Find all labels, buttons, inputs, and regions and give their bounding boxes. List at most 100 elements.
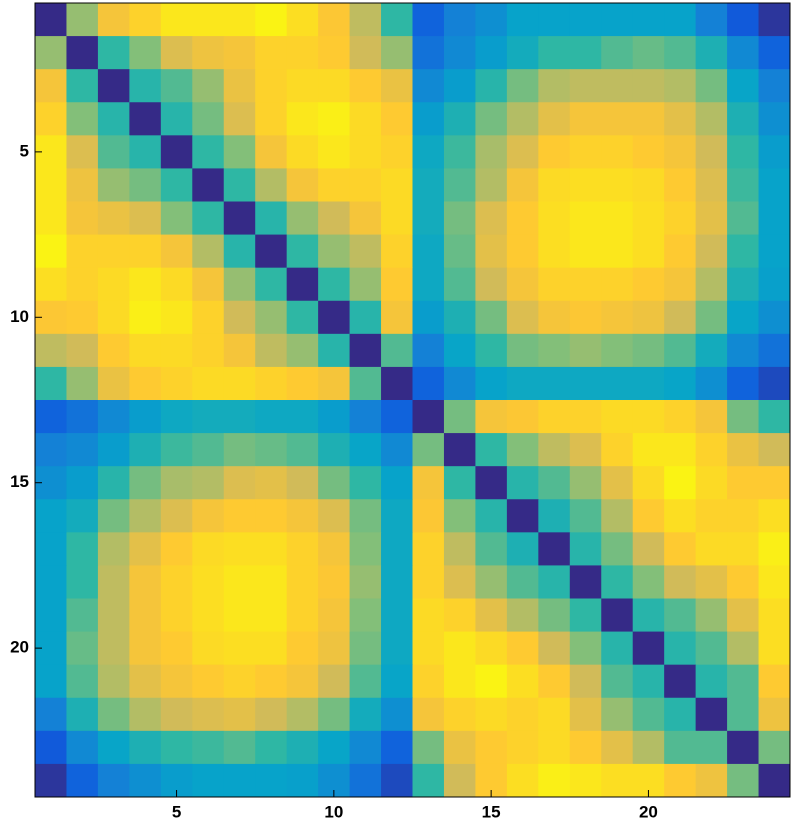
cell: [412, 664, 445, 699]
cell: [97, 664, 130, 699]
cell: [192, 135, 225, 169]
cell: [601, 267, 634, 302]
cell: [318, 201, 351, 236]
cell: [538, 333, 571, 368]
cell: [569, 400, 602, 434]
cell: [601, 664, 634, 699]
cell: [506, 664, 539, 699]
cell: [506, 267, 539, 302]
cell: [727, 433, 760, 467]
cell: [475, 466, 508, 500]
cell: [758, 3, 791, 37]
cell: [538, 565, 571, 599]
cell: [601, 466, 634, 500]
cell: [223, 366, 256, 401]
cell: [286, 234, 319, 269]
cell: [475, 168, 508, 202]
cell: [727, 466, 760, 500]
cell: [223, 598, 256, 633]
cell: [255, 697, 288, 732]
cell: [97, 69, 130, 103]
cell: [475, 36, 508, 70]
cell: [506, 565, 539, 599]
cell: [160, 267, 193, 302]
cell: [160, 300, 193, 335]
cell: [412, 300, 445, 335]
cell: [538, 135, 571, 169]
cell: [97, 234, 130, 269]
cell: [475, 234, 508, 269]
cell: [255, 69, 288, 103]
cell: [506, 3, 539, 37]
cell: [223, 400, 256, 434]
cell: [129, 532, 162, 566]
cell: [538, 69, 571, 103]
cell: [286, 69, 319, 103]
cell: [255, 433, 288, 467]
cell: [255, 598, 288, 633]
cell: [223, 730, 256, 765]
cell: [758, 69, 791, 103]
cell: [255, 3, 288, 37]
cell: [129, 234, 162, 269]
cell: [538, 598, 571, 633]
cell: [160, 36, 193, 70]
cell: [443, 168, 476, 202]
cell: [664, 631, 697, 666]
cell: [129, 201, 162, 236]
cell: [758, 697, 791, 732]
cell: [727, 664, 760, 699]
cell: [318, 333, 351, 368]
cell: [664, 466, 697, 500]
cell: [601, 36, 634, 70]
cell: [758, 433, 791, 467]
cell: [727, 168, 760, 202]
cell: [538, 763, 571, 798]
cell: [538, 300, 571, 335]
cell: [223, 102, 256, 136]
cell: [97, 631, 130, 666]
cell: [97, 135, 130, 169]
cell: [506, 201, 539, 236]
cell: [129, 366, 162, 401]
cell: [601, 532, 634, 566]
cell: [758, 730, 791, 765]
cell: [569, 499, 602, 533]
cell: [66, 3, 99, 37]
cell: [286, 664, 319, 699]
cell: [192, 631, 225, 666]
cell: [538, 433, 571, 467]
cell: [569, 69, 602, 103]
cell: [569, 631, 602, 666]
cell: [349, 532, 382, 566]
cell: [381, 3, 413, 37]
cell: [506, 730, 539, 765]
cell: [601, 201, 634, 236]
cell: [66, 366, 99, 401]
cell: [601, 366, 634, 401]
y-tick-label: 10: [10, 307, 29, 326]
cell: [35, 730, 67, 765]
cell: [349, 598, 382, 633]
cell: [569, 730, 602, 765]
cell: [506, 36, 539, 70]
cell: [318, 598, 351, 633]
cell: [223, 664, 256, 699]
cell: [443, 730, 476, 765]
cell: [66, 433, 99, 467]
cell: [664, 763, 697, 798]
cell: [727, 267, 760, 302]
cell: [66, 598, 99, 633]
cell: [192, 433, 225, 467]
axes-box: [34, 2, 791, 798]
cell: [727, 201, 760, 236]
cell: [66, 499, 99, 533]
cell: [192, 168, 225, 202]
cell: [192, 532, 225, 566]
cell: [695, 201, 728, 236]
cell: [538, 697, 571, 732]
cell: [758, 466, 791, 500]
cell: [412, 499, 445, 533]
cell: [727, 730, 760, 765]
cell: [318, 532, 351, 566]
